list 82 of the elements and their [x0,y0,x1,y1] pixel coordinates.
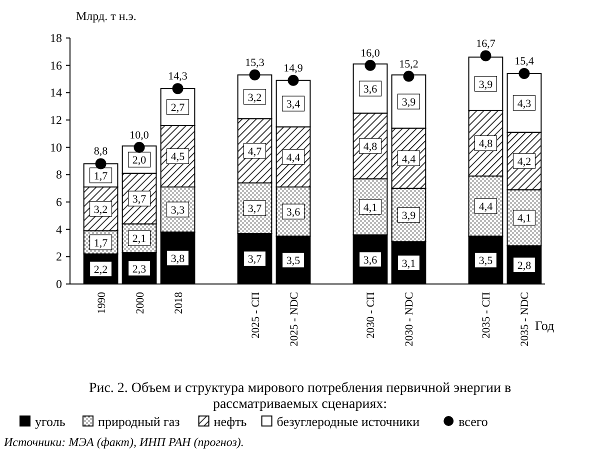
data-label: 3,7 [132,194,147,206]
data-label: 2,3 [132,263,147,276]
data-label: 2,2 [94,264,108,276]
data-label: 3,6 [363,84,378,96]
x-tick-label: 2030 - NDC [404,292,416,346]
data-label: 14,9 [284,62,304,74]
data-label: 3,9 [402,210,416,222]
y-tick-label: 8 [56,168,62,182]
y-tick-label: 2 [56,250,62,264]
data-label: 1,7 [94,170,108,182]
y-tick-label: 10 [50,140,62,154]
x-tick-label: 2035 - NDC [519,292,532,346]
data-label: 3,2 [94,204,108,216]
data-label: 3,9 [478,78,494,91]
point [249,69,260,80]
data-label: 2,7 [170,102,186,114]
x-tick-label: 2000 [134,292,146,314]
x-tick-label: 2030 - СП [365,292,378,338]
data-label: 15,3 [245,56,265,69]
data-label: 15,2 [399,58,418,70]
point [288,74,299,86]
data-label: 4,4 [286,152,301,164]
legend-label: нефть [214,414,247,429]
data-label: 3,3 [170,204,186,217]
legend-label: уголь [35,414,66,429]
data-label: 3,8 [170,253,186,266]
data-label: 15,4 [514,56,534,68]
data-label: 2,8 [517,260,532,272]
data-label: 3,4 [286,98,301,111]
x-tick-label: 2025 - NDC [288,292,300,346]
data-label: 4,4 [402,153,416,166]
data-label: 3,9 [402,96,416,109]
x-tick-label: 1990 [96,292,108,314]
data-label: 4,8 [478,138,494,150]
data-label: 3,2 [248,92,262,104]
y-axis-title: Млрд. т н.э. [76,9,136,23]
y-tick-label: 6 [56,195,62,209]
point [403,70,414,82]
y-tick-label: 0 [56,277,62,291]
text: Источники: МЭА (факт), ИНП РАН (прогноз). [3,435,244,449]
data-label: 4,1 [363,202,378,214]
point [172,83,184,94]
data-label: 1,7 [94,237,108,250]
data-label: 10,0 [130,129,150,142]
data-label: 3,7 [248,254,262,266]
data-label: 3,5 [286,255,301,268]
x-axis-title: Год [535,318,554,333]
data-label: 3,6 [286,206,301,219]
data-label: 2,0 [132,154,147,167]
data-label: 3,7 [248,203,262,216]
data-label: 16,0 [360,47,380,60]
data-label: 3,5 [478,255,494,268]
data-label: 2,1 [132,233,146,246]
data-label: 4,7 [248,146,262,158]
data-label: 3,1 [402,258,416,270]
x-tick-label: 2018 [172,292,185,314]
y-tick-label: 16 [50,58,62,72]
y-tick-label: 18 [50,31,62,45]
data-label: 4,2 [517,156,532,168]
data-label: 8,8 [94,146,108,158]
point [480,50,492,62]
text: Рис. 2. Объем и структура мирового потребления первичной энергии в рассматриваемых сценариях: [88,381,512,412]
point [134,142,145,153]
legend-label: безуглеродные источники [276,414,420,429]
x-tick-label: 2025 - СП [250,292,262,338]
data-label: 4,3 [517,98,532,110]
point [364,60,376,71]
y-tick-label: 12 [50,113,62,127]
data-label: 4,8 [363,140,378,153]
legend-label: природный газ [98,414,180,429]
y-tick-label: 4 [56,222,62,236]
data-label: 4,4 [478,201,494,214]
point [95,158,106,170]
data-label: 16,7 [476,38,496,50]
data-label: 4,1 [517,212,532,225]
data-label: 14,3 [168,70,188,83]
y-tick-label: 14 [50,86,62,100]
data-label: 4,5 [170,151,186,164]
point [518,68,530,80]
x-tick-label: 2035 - СП [480,292,493,338]
legend-label: всего [458,414,488,429]
data-label: 3,6 [363,254,378,266]
